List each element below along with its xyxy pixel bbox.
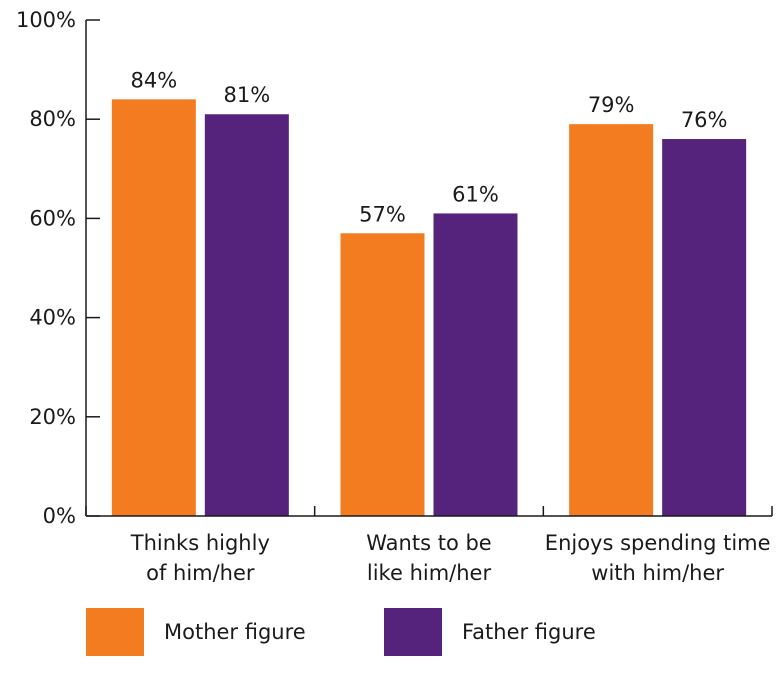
data-label: 84% xyxy=(130,68,177,92)
legend-label: Mother figure xyxy=(164,620,306,644)
y-tick-label: 60% xyxy=(29,206,76,230)
bar-father-figure-1 xyxy=(433,213,518,516)
y-tick-label: 0% xyxy=(43,504,76,528)
legend: Mother figure Father figure xyxy=(86,608,596,656)
bar-father-figure-0 xyxy=(204,114,289,517)
axes: Thinks highly of him/her Wants to be like h… xyxy=(16,8,773,585)
y-tick-label: 40% xyxy=(29,306,76,330)
legend-swatch-mother-figure xyxy=(86,608,144,656)
category-label: Enjoys spending time with him/her xyxy=(545,531,771,585)
data-label: 61% xyxy=(452,182,499,206)
bar-mother-figure-1 xyxy=(340,233,425,516)
legend-swatch-father-figure xyxy=(384,608,442,656)
y-tick-label: 20% xyxy=(29,405,76,429)
legend-label: Father figure xyxy=(462,620,596,644)
y-tick-label: 80% xyxy=(29,107,76,131)
data-label: 57% xyxy=(359,202,406,226)
data-label: 79% xyxy=(588,93,635,117)
data-labels-layer: 84% 81% 57% 61% 79% 76% xyxy=(130,68,727,226)
data-label: 81% xyxy=(223,83,270,107)
bar-mother-figure-0 xyxy=(111,99,196,517)
category-label: Wants to be like him/her xyxy=(366,531,491,585)
bar-father-figure-2 xyxy=(662,139,747,517)
category-label: Thinks highly of him/her xyxy=(130,531,270,585)
bars-layer xyxy=(111,99,747,517)
data-label: 76% xyxy=(681,108,728,132)
y-tick-label: 100% xyxy=(16,8,76,32)
bar-mother-figure-2 xyxy=(569,124,654,516)
